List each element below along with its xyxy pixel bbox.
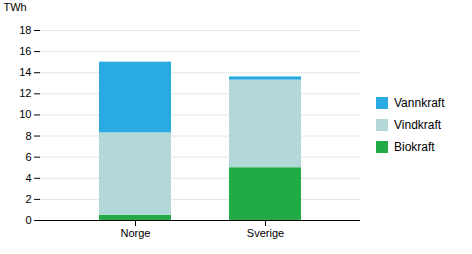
svg-text:2: 2 xyxy=(25,193,31,205)
svg-text:10: 10 xyxy=(19,108,31,120)
html-text:Vannkraft: Vannkraft xyxy=(394,96,445,110)
svg-text:TWh: TWh xyxy=(4,1,27,13)
svg-text:8: 8 xyxy=(25,130,31,142)
svg-text:12: 12 xyxy=(19,87,31,99)
svg-text:Norge: Norge xyxy=(121,227,151,239)
svg-text:6: 6 xyxy=(25,151,31,163)
svg-text:16: 16 xyxy=(19,45,31,57)
svg-text:Sverige: Sverige xyxy=(247,227,284,239)
svg-text:0: 0 xyxy=(25,214,31,226)
html-text:Vindkraft: Vindkraft xyxy=(394,118,442,132)
svg-text:4: 4 xyxy=(25,172,31,184)
svg-text:18: 18 xyxy=(19,24,31,36)
svg-text:14: 14 xyxy=(19,66,31,78)
html-text:Biokraft: Biokraft xyxy=(394,140,435,154)
